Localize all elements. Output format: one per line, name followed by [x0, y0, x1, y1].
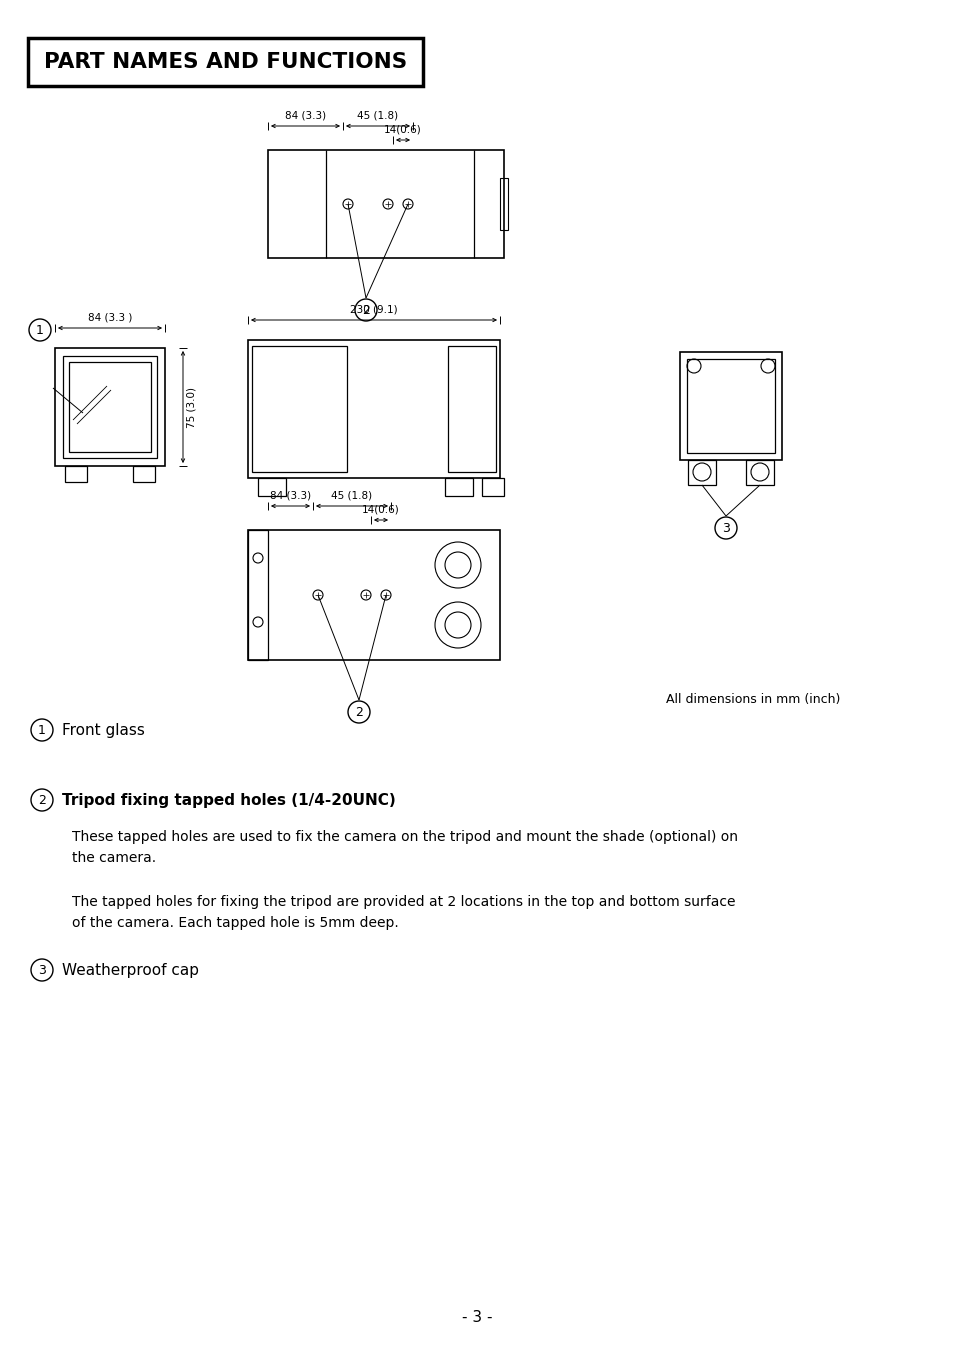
Text: 2: 2 — [38, 794, 46, 807]
Text: 75 (3.0): 75 (3.0) — [187, 387, 196, 427]
Bar — [248, 530, 268, 660]
Text: 230 (9.1): 230 (9.1) — [350, 306, 397, 315]
Text: - 3 -: - 3 - — [461, 1310, 492, 1325]
Text: These tapped holes are used to fix the camera on the tripod and mount the shade : These tapped holes are used to fix the c… — [71, 830, 738, 864]
Text: 84 (3.3): 84 (3.3) — [270, 491, 311, 502]
Bar — [257, 479, 286, 496]
Text: 3: 3 — [38, 964, 46, 976]
Text: The tapped holes for fixing the tripod are provided at 2 locations in the top an: The tapped holes for fixing the tripod a… — [71, 895, 735, 930]
Bar — [686, 360, 774, 453]
Bar — [63, 356, 157, 458]
Bar — [499, 178, 507, 230]
Bar — [28, 38, 422, 87]
Bar — [687, 460, 716, 485]
Bar — [679, 352, 781, 460]
Text: Front glass: Front glass — [62, 722, 145, 737]
Text: Tripod fixing tapped holes (1/4-20UNC): Tripod fixing tapped holes (1/4-20UNC) — [62, 792, 395, 807]
Bar — [745, 460, 773, 485]
Bar — [252, 346, 347, 472]
Text: 45 (1.8): 45 (1.8) — [357, 111, 398, 120]
Text: 84 (3.3): 84 (3.3) — [285, 111, 326, 120]
Text: PART NAMES AND FUNCTIONS: PART NAMES AND FUNCTIONS — [44, 51, 407, 72]
Text: 2: 2 — [362, 303, 370, 316]
Text: 1: 1 — [36, 323, 44, 337]
Bar — [69, 362, 151, 452]
Text: 84 (3.3 ): 84 (3.3 ) — [88, 314, 132, 323]
Bar — [481, 479, 503, 496]
Bar — [248, 339, 499, 479]
Bar — [132, 466, 154, 483]
Bar — [444, 479, 473, 496]
Bar — [448, 346, 496, 472]
Text: Weatherproof cap: Weatherproof cap — [62, 963, 199, 977]
Bar — [248, 530, 499, 660]
Text: 1: 1 — [38, 723, 46, 737]
Bar — [65, 466, 87, 483]
Text: 45 (1.8): 45 (1.8) — [331, 491, 373, 502]
Text: 2: 2 — [355, 706, 362, 718]
Bar — [268, 150, 503, 258]
Text: All dimensions in mm (inch): All dimensions in mm (inch) — [665, 694, 840, 707]
Bar — [55, 347, 165, 466]
Text: 3: 3 — [721, 522, 729, 534]
Text: 14(0.6): 14(0.6) — [362, 506, 399, 515]
Text: 14(0.6): 14(0.6) — [384, 124, 421, 135]
